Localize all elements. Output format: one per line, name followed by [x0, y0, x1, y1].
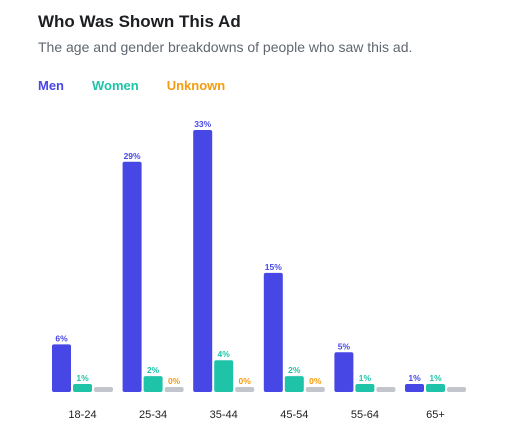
bar-unknown-55-64 — [376, 387, 396, 392]
data-label-women-65+: 1% — [429, 373, 442, 383]
legend-women: Women — [92, 78, 139, 93]
x-tick-label: 18-24 — [68, 409, 96, 421]
bar-women-25-34 — [143, 376, 163, 392]
data-label-unknown-35-44: 0% — [239, 376, 252, 386]
legend-unknown: Unknown — [166, 78, 226, 93]
data-label-men-25-34: 29% — [124, 151, 141, 161]
data-label-unknown-25-34: 0% — [168, 376, 181, 386]
bar-women-35-44 — [214, 360, 234, 392]
bar-unknown-35-44 — [235, 387, 255, 392]
data-label-women-55-64: 1% — [359, 373, 372, 383]
x-tick-label: 25-34 — [139, 409, 167, 421]
chart-subtitle: The age and gender breakdowns of people … — [38, 39, 413, 55]
bar-men-55-64 — [334, 352, 354, 392]
data-label-women-25-34: 2% — [147, 365, 160, 375]
bar-men-45-54 — [263, 272, 283, 392]
bar-men-25-34 — [122, 161, 142, 392]
x-tick-label: 35-44 — [210, 409, 238, 421]
bar-women-55-64 — [355, 384, 375, 392]
bar-men-18-24 — [52, 344, 71, 392]
data-label-men-35-44: 33% — [194, 119, 211, 129]
x-tick-label: 55-64 — [351, 409, 379, 421]
data-label-unknown-45-54: 0% — [309, 376, 322, 386]
bar-unknown-45-54 — [305, 387, 325, 392]
data-label-men-55-64: 5% — [338, 341, 351, 351]
x-tick-label: 65+ — [426, 409, 445, 421]
bar-men-65+ — [405, 384, 424, 392]
bar-women-45-54 — [284, 376, 304, 392]
bar-men-35-44 — [193, 130, 213, 392]
data-label-women-18-24: 1% — [76, 373, 89, 383]
legend-men: Men — [38, 78, 64, 93]
data-label-men-18-24: 6% — [55, 333, 68, 343]
bar-unknown-25-34 — [164, 387, 184, 392]
data-label-men-45-54: 15% — [265, 262, 282, 272]
bar-unknown-65+ — [447, 387, 466, 392]
chart-title: Who Was Shown This Ad — [38, 12, 241, 31]
legend: Men Women Unknown — [38, 78, 225, 93]
bar-women-65+ — [426, 384, 445, 392]
data-label-men-65+: 1% — [408, 373, 421, 383]
data-label-women-35-44: 4% — [218, 349, 231, 359]
bar-women-18-24 — [73, 384, 92, 392]
bar-unknown-18-24 — [94, 387, 113, 392]
data-label-women-45-54: 2% — [288, 365, 301, 375]
x-tick-label: 45-54 — [280, 409, 308, 421]
